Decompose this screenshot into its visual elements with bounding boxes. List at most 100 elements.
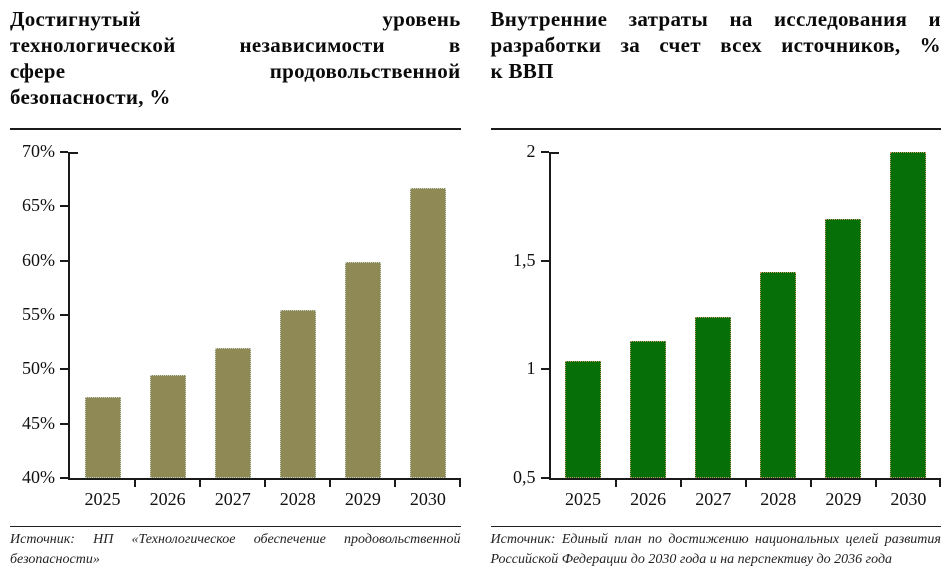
x-tick-mark: [264, 480, 267, 487]
bar-slot: [616, 152, 681, 478]
y-tick-label: 55%: [22, 303, 55, 324]
bar-slot: [70, 152, 135, 478]
bar-2029: [825, 219, 862, 478]
x-axis-label: 2027: [214, 489, 251, 509]
x-axis-label: 2028: [760, 489, 797, 509]
chart-title: Внутренние затраты на исследования и разработ…: [491, 6, 942, 118]
chart-source-line: Российской Федерации до 2030 года и на п…: [490, 552, 893, 567]
y-tick-label: 65%: [22, 195, 55, 216]
bar-2027: [214, 347, 251, 478]
bar-2028: [760, 271, 797, 478]
y-tick-label: 50%: [22, 358, 55, 379]
x-axis-label: 2030: [890, 489, 927, 509]
bar-slot: [265, 152, 330, 478]
chart-source-line: безопасности»: [10, 552, 100, 567]
source-divider: [10, 526, 461, 527]
y-tick-mark: [540, 477, 549, 479]
bar-slot: [746, 152, 811, 478]
bar-2030: [409, 187, 446, 478]
bar-slot: [681, 152, 746, 478]
y-tick-label: 1: [526, 358, 536, 379]
y-tick-mark: [60, 477, 68, 479]
panel-food-security-chart: Достигнутый уровень технологической независ…: [10, 6, 461, 570]
y-tick-mark: [540, 259, 549, 262]
x-axis-labels: 2025 2026 2027 2028 2029 2030: [551, 480, 942, 510]
x-tick-mark: [134, 480, 137, 487]
y-tick-label: 45%: [22, 412, 55, 433]
y-tick-label: 0,5: [513, 466, 536, 487]
bar-2030: [890, 152, 927, 478]
y-tick-mark: [60, 422, 68, 425]
bar-2025: [565, 360, 602, 478]
bar-slot: [551, 152, 616, 478]
bar-slot: [811, 152, 876, 478]
chart-title-line: Достигнутый уровень: [10, 7, 461, 31]
x-axis-label: 2028: [279, 489, 316, 509]
y-tick-mark: [60, 259, 68, 262]
x-axis-label: 2026: [149, 489, 186, 509]
bar-2025: [84, 396, 121, 478]
x-tick-mark: [199, 480, 202, 487]
y-tick-mark: [60, 314, 68, 316]
bar-2026: [630, 341, 667, 478]
chart-title-line: Внутренние затраты на исследования и: [490, 7, 941, 31]
chart-title-line: разработки за счет всех источников,%: [490, 33, 941, 57]
source-divider: [490, 526, 941, 527]
y-tick-label: 2: [526, 140, 536, 161]
x-tick-mark: [394, 480, 397, 487]
y-axis: 0,5 1 1,5 2: [491, 141, 549, 487]
x-tick-mark: [614, 480, 617, 487]
chart-source-line: Источник: НП «Технологическое обеспечение пр…: [10, 532, 461, 547]
panel-rnd-spending-chart: Внутренние затраты на исследования и разработ…: [490, 6, 942, 570]
bar-2029: [344, 261, 381, 478]
y-tick-label: 1,5: [513, 249, 536, 270]
x-axis-label: 2025: [565, 489, 602, 509]
x-axis-label: 2025: [84, 489, 121, 509]
bar-slot: [876, 152, 941, 478]
bar-2026: [149, 374, 186, 478]
y-tick-label: 40%: [22, 466, 55, 487]
x-tick-mark: [458, 480, 461, 487]
y-tick-label: 70%: [22, 140, 55, 161]
axis-top-tick: [550, 152, 559, 154]
chart-title-line: технологической независимости в: [10, 33, 461, 57]
bar-chart-food-security: 40% 45% 50% 55% 60% 65% 70%: [10, 141, 461, 487]
y-axis: 40% 45% 50% 55% 60% 65% 70%: [10, 141, 68, 487]
chart-source: Источник: НП «Технологическое обеспечение пр…: [10, 530, 461, 570]
plot-area: [548, 152, 941, 487]
bar-2028: [279, 309, 316, 478]
x-tick-mark: [744, 480, 747, 487]
chart-title-line: к ВВП: [490, 59, 554, 83]
plot-area: [68, 152, 461, 487]
axis-top-tick: [70, 152, 78, 154]
chart-source-line: Источник: Единый план по достижению националь…: [490, 532, 941, 547]
chart-source: Источник: Единый план по достижению националь…: [491, 530, 942, 570]
title-divider: [10, 128, 461, 130]
title-divider: [490, 128, 941, 130]
x-axis-label: 2026: [630, 489, 667, 509]
bar-slot: [330, 152, 395, 478]
x-axis-label: 2027: [695, 489, 732, 509]
x-tick-mark: [329, 480, 332, 487]
x-axis-label: 2030: [409, 489, 446, 509]
x-tick-mark: [939, 480, 941, 487]
chart-title-line: сфере продовольственной: [10, 59, 461, 83]
y-tick-mark: [540, 151, 549, 153]
chart-title-line: безопасности, %: [10, 85, 171, 109]
y-tick-mark: [60, 368, 68, 371]
bar-slot: [135, 152, 200, 478]
x-tick-mark: [874, 480, 877, 487]
x-tick-mark: [679, 480, 682, 487]
y-tick-label: 60%: [22, 249, 55, 270]
chart-title: Достигнутый уровень технологической независ…: [10, 6, 461, 118]
x-tick-mark: [809, 480, 812, 487]
x-axis-labels: 2025 2026 2027 2028 2029 2030: [70, 480, 461, 510]
y-tick-mark: [60, 205, 68, 208]
y-tick-mark: [540, 368, 549, 371]
x-axis-label: 2029: [344, 489, 381, 509]
bar-chart-rnd-spending: 0,5 1 1,5 2: [491, 141, 941, 487]
x-axis-label: 2029: [825, 489, 862, 509]
bar-slot: [200, 152, 265, 478]
bar-2027: [695, 317, 732, 478]
